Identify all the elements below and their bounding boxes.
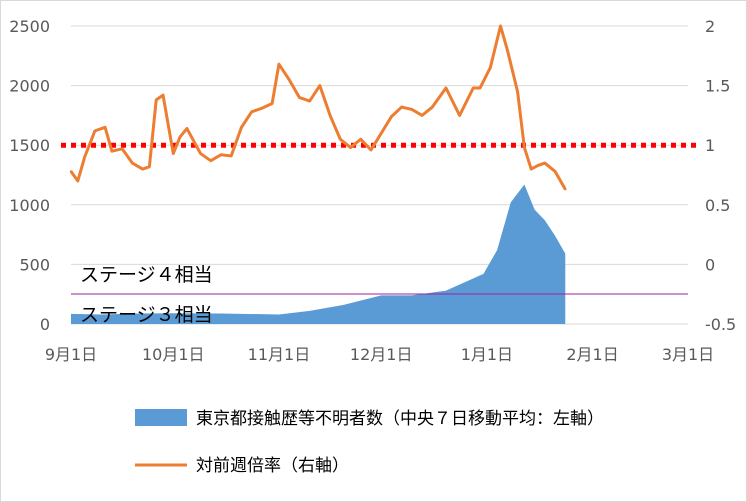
line-point-32 (369, 148, 373, 152)
line-point-43 (489, 66, 492, 69)
line-point-34 (390, 115, 393, 118)
area-series-unknown-contacts (71, 184, 566, 324)
line-point-1 (76, 179, 80, 183)
line-point-38 (431, 105, 434, 109)
right-tick-label-0: -0.5 (705, 315, 736, 334)
x-tick-label-2: 11月1日 (248, 345, 311, 364)
line-point-21 (260, 107, 264, 110)
line-point-30 (349, 146, 352, 149)
line-point-28 (328, 114, 332, 117)
left-tick-label-0: 0 (40, 315, 50, 334)
area-series-layer (71, 184, 566, 324)
left-tick-label-4: 2000 (9, 77, 50, 96)
x-tick-label-1: 10月1日 (142, 345, 205, 364)
line-point-10 (155, 98, 158, 102)
left-tick-label-5: 2500 (9, 17, 50, 36)
right-tick-label-2: 0.5 (705, 196, 730, 215)
legend-area-swatch (135, 409, 187, 426)
line-point-45 (506, 48, 509, 52)
line-point-20 (250, 110, 253, 114)
line-point-27 (318, 84, 322, 87)
line-point-47 (523, 146, 526, 149)
line-point-42 (478, 86, 482, 90)
line-point-40 (458, 114, 461, 117)
line-point-7 (131, 161, 134, 165)
line-point-11 (161, 93, 165, 97)
line-point-9 (148, 165, 151, 168)
x-axis-ticks: 9月1日 10月1日 11月1日 12月1日 1月1日 2月1日 3月1日 (45, 345, 714, 364)
line-point-3 (93, 129, 97, 133)
line-point-14 (185, 127, 189, 130)
legend-area-label: 東京都接触歴等不明者数（中央７日移動平均：左軸） (196, 409, 604, 429)
line-point-5 (110, 149, 114, 153)
line-point-2 (83, 155, 86, 159)
line-point-37 (420, 114, 424, 117)
line-point-22 (270, 102, 274, 105)
line-point-26 (308, 99, 311, 103)
line-point-51 (553, 170, 557, 173)
line-point-23 (277, 62, 281, 66)
x-tick-label-5: 2月1日 (566, 345, 618, 364)
x-tick-label-3: 12月1日 (350, 345, 413, 364)
right-tick-label-4: 1.5 (705, 77, 730, 96)
line-series-layer (69, 24, 567, 191)
x-tick-label-6: 3月1日 (662, 345, 714, 364)
stage4-label: ステージ４相当 (80, 264, 213, 286)
line-point-36 (410, 108, 414, 111)
line-point-25 (298, 96, 301, 99)
right-axis-ticks: -0.5 0 0.5 1 1.5 2 (705, 17, 736, 334)
line-point-52 (564, 188, 567, 191)
line-point-24 (287, 78, 291, 81)
x-tick-label-4: 1月1日 (461, 345, 513, 364)
legend: 東京都接触歴等不明者数（中央７日移動平均：左軸） 対前週倍率（右軸） (135, 409, 604, 476)
right-tick-label-5: 2 (705, 17, 715, 36)
line-point-16 (209, 159, 212, 162)
line-point-41 (472, 86, 475, 90)
line-point-8 (141, 167, 144, 171)
left-tick-label-3: 1500 (9, 136, 50, 155)
line-point-15 (199, 152, 202, 155)
line-point-48 (529, 167, 533, 171)
line-point-49 (536, 164, 540, 167)
x-tick-label-0: 9月1日 (45, 345, 97, 364)
line-point-44 (499, 24, 502, 28)
line-point-19 (240, 126, 243, 129)
line-point-50 (543, 161, 547, 165)
line-point-12 (172, 152, 175, 155)
line-point-18 (230, 154, 233, 158)
line-point-29 (339, 138, 342, 141)
line-point-33 (380, 132, 383, 135)
line-point-0 (69, 170, 73, 173)
line-point-6 (120, 147, 124, 150)
line-point-31 (359, 138, 362, 141)
stage3-label: ステージ３相当 (80, 304, 213, 326)
line-point-39 (444, 86, 448, 90)
legend-line-label: 対前週倍率（右軸） (196, 456, 349, 476)
left-axis-ticks: 0 500 1000 1500 2000 2500 (9, 17, 50, 334)
left-tick-label-2: 1000 (9, 196, 50, 215)
line-point-35 (400, 105, 403, 109)
reference-lines-layer (61, 142, 698, 295)
line-point-13 (178, 135, 182, 139)
line-point-46 (516, 90, 519, 93)
line-point-17 (219, 153, 223, 156)
right-tick-label-1: 0 (705, 255, 715, 274)
left-tick-label-1: 500 (19, 255, 50, 274)
right-tick-label-3: 1 (705, 136, 715, 155)
line-point-4 (103, 126, 107, 129)
